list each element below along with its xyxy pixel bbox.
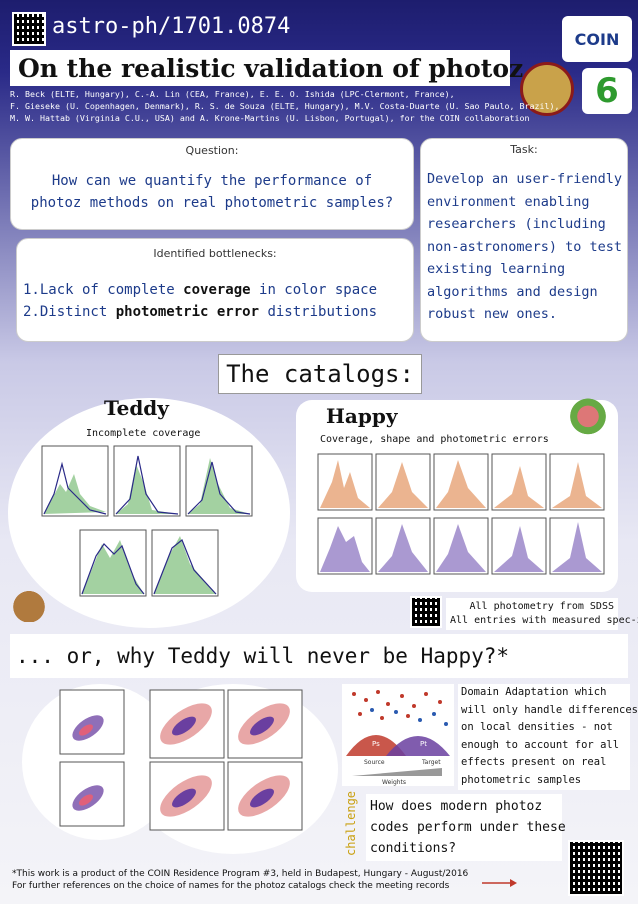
domain-line: enough to account for all <box>461 738 620 751</box>
scatter-plots <box>59 689 303 831</box>
teddy-plots <box>41 445 253 597</box>
bottlenecks-title: Identified bottlenecks: <box>153 247 277 260</box>
happy-title: Happy <box>326 404 398 428</box>
page-title: On the realistic validation of photoz ..… <box>18 54 559 83</box>
authors-line-3: M. W. Hattab (Virginia C.U., USA) and A.… <box>10 113 530 123</box>
teddy-title: Teddy <box>104 396 169 420</box>
sdss-note-line-2: All entries with measured spec-z <box>450 615 638 626</box>
teddy-plot-2 <box>113 445 181 517</box>
arxiv-qr-code[interactable] <box>12 12 46 46</box>
arxiv-id: astro-ph/1701.0874 <box>52 14 291 39</box>
bottleneck-2: 2.Distinct photometric error distributio… <box>23 304 413 320</box>
authors-line-2: F. Gieseke (U. Copenhagen, Denmark), R. … <box>10 101 560 111</box>
teddy-bear-image <box>12 584 46 622</box>
bottleneck-2-bold: photometric error <box>115 304 260 320</box>
scatter-plot-happy-b <box>227 689 303 759</box>
bottleneck-1-pre: 1.Lack of complete <box>23 282 184 298</box>
happy-subtitle: Coverage, shape and photometric errors <box>320 434 549 445</box>
teddy-plot-4 <box>79 529 147 597</box>
sdss-qr-code[interactable] <box>410 596 442 628</box>
sdss-note-line-1: All photometry from SDSS <box>469 601 615 612</box>
teddy-subtitle: Incomplete coverage <box>86 428 201 439</box>
sdss-note: All photometry from SDSS All entries wit… <box>446 598 638 630</box>
bottleneck-2-pre: 2.Distinct <box>23 304 116 320</box>
domain-line: Domain Adaptation which <box>461 686 607 698</box>
target-label: Target <box>421 759 441 766</box>
happy-question-banner: ... or, why Teddy will never be Happy?* <box>10 634 628 678</box>
happy-row-top <box>317 453 605 511</box>
task-line: robust new ones. <box>427 306 558 322</box>
teddy-plot-3 <box>185 445 253 517</box>
challenge-vertical-label: challenge <box>344 790 358 856</box>
task-box: Task: Develop an user-friendly environme… <box>420 138 628 342</box>
happy-row-bottom <box>317 517 605 575</box>
scatter-plot-happy-a <box>149 689 225 759</box>
question-title: Question: <box>185 144 239 157</box>
domain-adaptation-diagram: Ps Pt Source Target Weights <box>342 684 454 786</box>
happy-plots <box>317 453 605 575</box>
domain-adaptation-text: Domain Adaptation which will only handle… <box>458 684 638 790</box>
university-seal <box>520 62 574 116</box>
coin-logo-text: COIN <box>574 29 620 49</box>
domain-line: will only handle differences <box>461 703 638 716</box>
task-line: environment enabling <box>427 193 590 210</box>
bottleneck-1-bold: coverage <box>183 282 251 298</box>
domain-line: photometric samples <box>461 773 582 786</box>
challenge-line: codes perform under these <box>370 820 566 835</box>
question-text-2: photoz methods on real photometric sampl… <box>30 195 394 211</box>
task-title: Task: <box>510 143 538 156</box>
g6-logo: 6 <box>582 68 632 114</box>
teddy-plot-5 <box>151 529 219 597</box>
footer: *This work is a product of the COIN Resi… <box>12 868 564 892</box>
scatter-plot-teddy-a <box>59 689 125 755</box>
task-text: Develop an user-friendly environment ena… <box>427 168 623 326</box>
task-line: researchers (including <box>427 216 606 232</box>
teddy-plot-1 <box>41 445 109 517</box>
footer-line-2: For further references on the choice of … <box>12 881 450 891</box>
task-line: algorithms and design <box>427 283 598 300</box>
dwarf-image <box>566 398 610 444</box>
bottlenecks-box: Identified bottlenecks: 1.Lack of comple… <box>16 238 414 342</box>
p1-label: Ps <box>372 740 380 748</box>
records-qr-code[interactable] <box>568 840 624 896</box>
scatter-plot-teddy-b <box>59 761 125 827</box>
challenge-line: How does modern photoz <box>370 799 543 814</box>
arrow-right-icon <box>482 879 517 887</box>
task-line: existing learning <box>427 261 566 277</box>
question-box: Question: How can we quantify the perfor… <box>10 138 414 230</box>
source-label: Source <box>364 759 385 766</box>
weights-label: Weights <box>382 779 406 786</box>
catalogs-heading: The catalogs: <box>218 354 422 394</box>
challenge-text: How does modern photoz codes perform und… <box>366 794 566 861</box>
p2-label: Pt <box>420 740 427 748</box>
scatter-plot-happy-d <box>227 761 303 831</box>
scatter-plot-happy-c <box>149 761 225 831</box>
task-line: non-astronomers) to test <box>427 238 623 255</box>
domain-line: effects present on real <box>461 756 607 769</box>
bottleneck-2-post: distributions <box>259 304 378 320</box>
question-text-1: How can we quantify the performance of <box>51 173 373 189</box>
challenge-line: conditions? <box>370 841 457 856</box>
task-line: Develop an user-friendly <box>427 171 623 187</box>
authors: R. Beck (ELTE, Hungary), C.-A. Lin (CEA,… <box>10 88 560 124</box>
domain-line: on local densities - not <box>461 721 613 734</box>
page-title-box: On the realistic validation of photoz ..… <box>10 50 559 86</box>
source-target-points <box>352 690 442 720</box>
authors-line-1: R. Beck (ELTE, Hungary), C.-A. Lin (CEA,… <box>10 89 455 99</box>
target-distribution <box>386 736 450 756</box>
footer-line-1: *This work is a product of the COIN Resi… <box>12 869 469 879</box>
weights-wedge <box>352 768 442 776</box>
bottleneck-1: 1.Lack of complete coverage in color spa… <box>23 282 413 298</box>
bottleneck-1-post: in color space <box>250 282 378 298</box>
coin-logo: COIN <box>562 16 632 62</box>
